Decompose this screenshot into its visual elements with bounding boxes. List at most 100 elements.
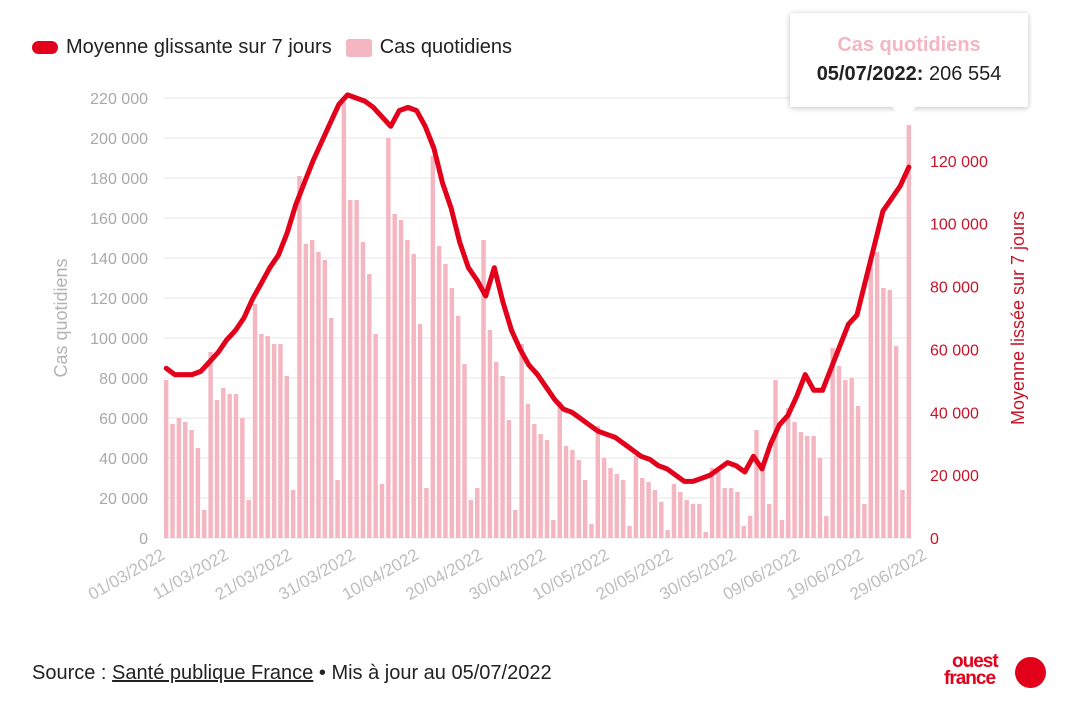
bar[interactable] (436, 246, 442, 538)
bar[interactable] (348, 200, 353, 538)
bar[interactable] (202, 510, 207, 538)
bar[interactable] (779, 520, 785, 538)
bar[interactable] (678, 492, 683, 538)
bar[interactable] (411, 254, 416, 538)
bar[interactable] (811, 436, 816, 538)
source-link[interactable]: Santé publique France (112, 662, 314, 684)
ouest-france-logo[interactable]: ouest france (944, 652, 1048, 695)
bar[interactable] (849, 378, 854, 538)
bar[interactable] (322, 260, 328, 538)
bar[interactable] (163, 380, 169, 538)
bar[interactable] (843, 380, 848, 538)
bar[interactable] (830, 348, 835, 538)
bar[interactable] (468, 500, 474, 538)
bar[interactable] (760, 466, 766, 538)
bar[interactable] (627, 526, 632, 538)
bar[interactable] (284, 376, 289, 538)
bar[interactable] (405, 240, 410, 538)
bar[interactable] (182, 422, 188, 538)
bar[interactable] (659, 502, 664, 538)
bar[interactable] (703, 532, 708, 538)
bar[interactable] (417, 324, 423, 538)
bar[interactable] (221, 388, 226, 538)
bar[interactable] (271, 344, 277, 538)
bar[interactable] (570, 450, 575, 538)
bar[interactable] (354, 200, 359, 538)
bar[interactable] (360, 242, 366, 538)
bar[interactable] (316, 252, 321, 538)
bar[interactable] (176, 418, 182, 538)
bar[interactable] (747, 516, 753, 538)
bar[interactable] (462, 364, 467, 538)
bar[interactable] (328, 318, 334, 538)
bar[interactable] (252, 304, 258, 538)
bar[interactable] (341, 102, 347, 538)
bar[interactable] (906, 124, 912, 538)
bar[interactable] (601, 458, 607, 538)
bar[interactable] (265, 336, 270, 538)
bar[interactable] (671, 484, 677, 538)
bar[interactable] (735, 492, 740, 538)
bar[interactable] (455, 316, 461, 538)
bar[interactable] (646, 482, 651, 538)
bar[interactable] (487, 330, 493, 538)
bar[interactable] (640, 478, 645, 538)
bar[interactable] (576, 460, 581, 538)
bar[interactable] (538, 434, 543, 538)
bar[interactable] (240, 418, 245, 538)
bar[interactable] (170, 424, 175, 538)
bar[interactable] (303, 244, 309, 538)
bar[interactable] (582, 480, 588, 538)
bar[interactable] (868, 256, 873, 538)
bar[interactable] (525, 404, 531, 538)
bar[interactable] (424, 488, 429, 538)
bar[interactable] (716, 472, 721, 538)
bar[interactable] (189, 430, 194, 538)
bar[interactable] (449, 288, 455, 538)
bar[interactable] (773, 380, 778, 538)
bar[interactable] (614, 474, 620, 538)
bar[interactable] (741, 526, 747, 538)
bar[interactable] (278, 344, 283, 538)
bar[interactable] (208, 352, 213, 538)
bar[interactable] (684, 500, 689, 538)
bar[interactable] (874, 252, 880, 538)
bar[interactable] (766, 504, 772, 538)
bar[interactable] (690, 504, 696, 538)
bar[interactable] (398, 220, 404, 538)
bar[interactable] (836, 366, 842, 538)
bar[interactable] (335, 480, 340, 538)
bar[interactable] (227, 394, 232, 538)
bar[interactable] (608, 468, 613, 538)
bar[interactable] (754, 430, 759, 538)
bar[interactable] (805, 436, 810, 538)
bar[interactable] (386, 138, 391, 538)
bar[interactable] (474, 488, 480, 538)
bar[interactable] (697, 504, 702, 538)
bar[interactable] (214, 400, 220, 538)
bar[interactable] (887, 290, 893, 538)
bar[interactable] (824, 516, 829, 538)
bar[interactable] (506, 420, 512, 538)
bar[interactable] (817, 458, 823, 538)
bar[interactable] (652, 490, 658, 538)
bar[interactable] (532, 424, 537, 538)
legend-item-bar[interactable]: Cas quotidiens (345, 36, 512, 59)
bar[interactable] (728, 488, 734, 538)
bar[interactable] (544, 440, 550, 538)
bar[interactable] (379, 484, 385, 538)
legend-item-line[interactable]: Moyenne glissante sur 7 jours (32, 36, 332, 59)
bar[interactable] (195, 448, 201, 538)
bar[interactable] (881, 288, 886, 538)
bar[interactable] (367, 274, 372, 538)
bar[interactable] (589, 524, 594, 538)
bar[interactable] (430, 156, 435, 538)
bar[interactable] (309, 240, 315, 538)
bar[interactable] (373, 334, 378, 538)
bar[interactable] (563, 446, 569, 538)
bar[interactable] (620, 480, 626, 538)
bar[interactable] (855, 406, 861, 538)
bar[interactable] (722, 488, 727, 538)
bar[interactable] (500, 376, 505, 538)
bar[interactable] (551, 520, 556, 538)
